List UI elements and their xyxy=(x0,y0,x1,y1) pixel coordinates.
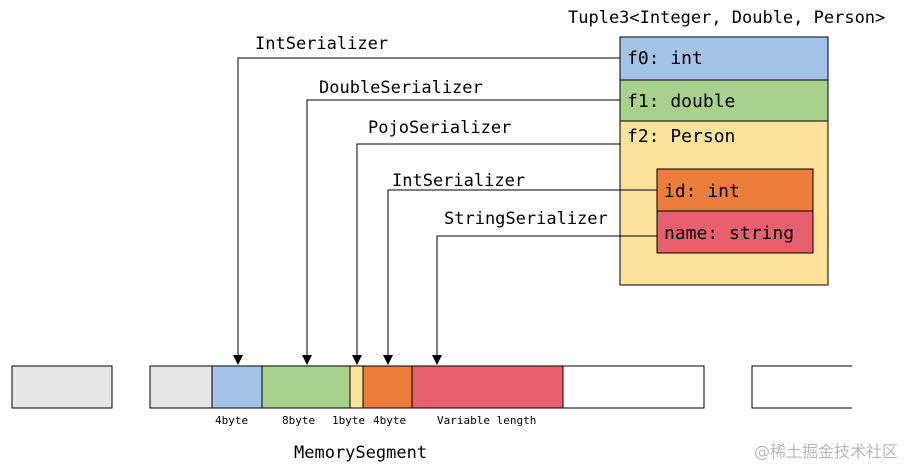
segment-size-name: Variable length xyxy=(437,414,536,427)
segment-size-f0: 4byte xyxy=(215,414,248,427)
person-field-id xyxy=(656,168,814,212)
segment-block-free xyxy=(562,365,705,409)
connector-id xyxy=(383,189,657,365)
segment-block-f2 xyxy=(349,365,364,409)
segment-size-id: 4byte xyxy=(373,414,406,427)
tuple-field-f2-label: f2: Person xyxy=(627,126,735,147)
connector-name xyxy=(432,235,657,365)
segment-title: MemorySegment xyxy=(294,443,427,463)
tuple-field-f1 xyxy=(619,79,829,122)
segment-block-id xyxy=(362,365,413,409)
segment-size-f2: 1byte xyxy=(332,414,365,427)
serializer-label-id: IntSerializer xyxy=(392,171,525,191)
serializer-label-f1: DoubleSerializer xyxy=(319,78,483,98)
connector-f1 xyxy=(302,99,620,365)
memory-segment: 4byte 8byte 1byte 4byte Variable length … xyxy=(11,365,852,463)
serializer-label-f2: PojoSerializer xyxy=(368,118,511,138)
connector-f2 xyxy=(352,143,620,365)
person-field-id-label: id: int xyxy=(664,181,740,202)
person-field-name xyxy=(656,210,814,254)
segment-block-f1 xyxy=(261,365,351,409)
tuple-field-f0 xyxy=(619,36,829,81)
person-field-name-label: name: string xyxy=(664,223,794,244)
segment-block-f0 xyxy=(211,365,263,409)
segment-size-f1: 8byte xyxy=(282,414,315,427)
tuple-field-f1-label: f1: double xyxy=(627,91,735,112)
segment-block-padding xyxy=(149,365,213,409)
segment-block-prev xyxy=(11,365,113,409)
segment-block-name xyxy=(411,365,564,409)
watermark: @稀土掘金技术社区 xyxy=(754,442,898,461)
serializer-label-name: StringSerializer xyxy=(444,209,608,229)
serializer-label-f0: IntSerializer xyxy=(255,34,388,54)
connector-f0 xyxy=(233,57,620,365)
tuple-field-f0-label: f0: int xyxy=(627,48,703,69)
serializer-connectors xyxy=(233,57,657,365)
tuple-box: f0: int f1: double f2: Person id: int na… xyxy=(619,36,829,286)
tuple-title: Tuple3<Integer, Double, Person> xyxy=(568,8,885,28)
segment-block-next xyxy=(751,365,852,409)
